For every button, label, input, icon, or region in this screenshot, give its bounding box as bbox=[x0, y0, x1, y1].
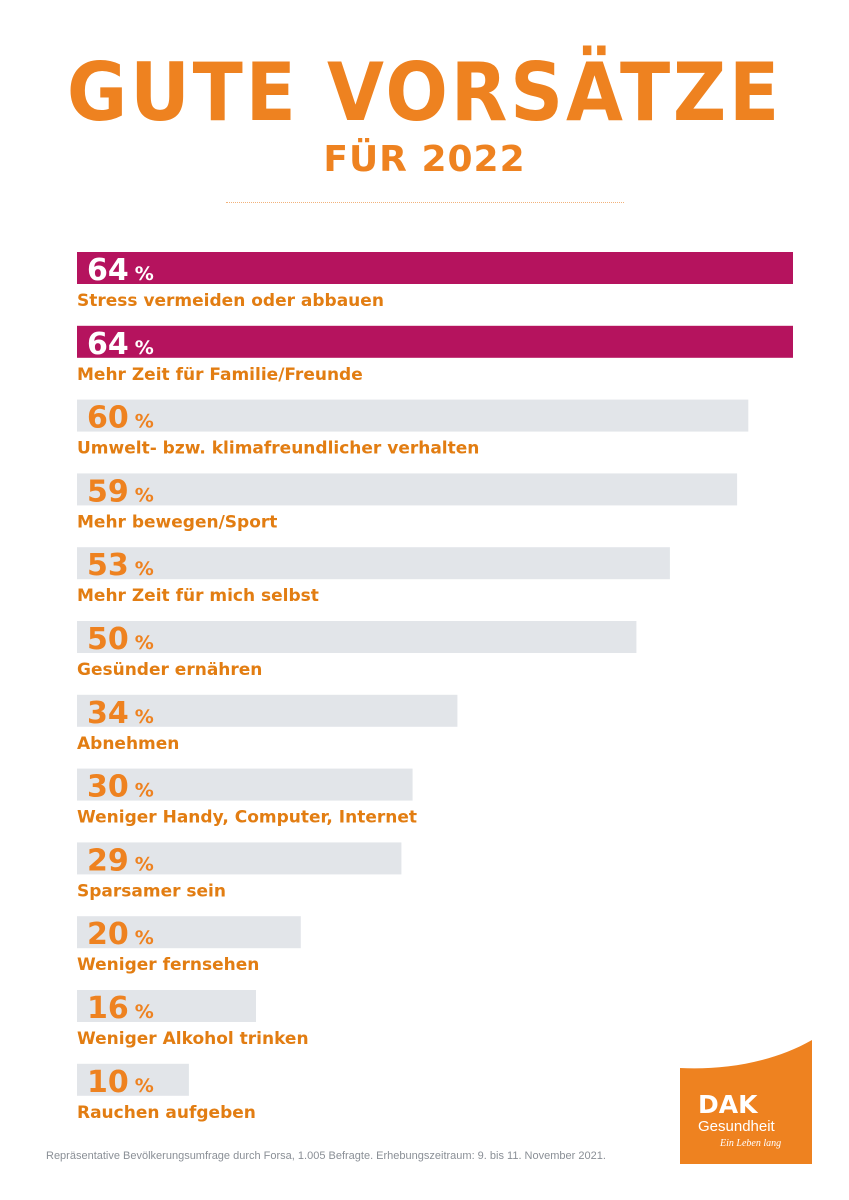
title-divider bbox=[226, 202, 624, 203]
chart-subtitle: FÜR 2022 bbox=[323, 139, 526, 180]
bar-category-label: Mehr Zeit für Familie/Freunde bbox=[77, 365, 363, 385]
source-footnote: Repräsentative Bevölkerungsumfrage durch… bbox=[46, 1150, 606, 1162]
bar bbox=[77, 768, 413, 801]
logo-brand: DAK bbox=[698, 1090, 758, 1119]
bar-category-label: Mehr Zeit für mich selbst bbox=[77, 586, 319, 606]
bar bbox=[77, 252, 793, 284]
bar bbox=[77, 694, 458, 727]
bar bbox=[77, 1063, 189, 1096]
bar-value-label: 16% bbox=[87, 991, 154, 1026]
chart-title: GUTE VORSÄTZE bbox=[66, 46, 783, 139]
bar bbox=[77, 621, 637, 653]
bar bbox=[77, 547, 670, 580]
bar-value-label: 10% bbox=[87, 1065, 154, 1100]
dak-logo: DAK Gesundheit Ein Leben lang bbox=[680, 1040, 812, 1164]
bar-category-label: Gesünder ernähren bbox=[77, 660, 262, 680]
bar-value-label: 20% bbox=[87, 917, 154, 952]
bar-value-label: 60% bbox=[87, 401, 154, 436]
bar bbox=[77, 990, 256, 1022]
bar bbox=[77, 842, 402, 875]
bar-category-label: Weniger Alkohol trinken bbox=[77, 1029, 309, 1049]
bar-value-label: 29% bbox=[87, 843, 154, 878]
bar-category-label: Umwelt- bzw. klimafreundlicher verhalten bbox=[77, 439, 479, 459]
bar-category-label: Stress vermeiden oder abbauen bbox=[77, 291, 384, 311]
bar bbox=[77, 473, 738, 506]
bar-category-label: Rauchen aufgeben bbox=[77, 1103, 256, 1123]
bar-category-label: Mehr bewegen/Sport bbox=[77, 512, 277, 532]
bar-value-label: 64% bbox=[87, 327, 154, 362]
bar bbox=[77, 399, 749, 432]
logo-slogan: Ein Leben lang bbox=[720, 1138, 782, 1149]
bar-value-label: 30% bbox=[87, 770, 154, 805]
logo-background-shape bbox=[680, 1040, 812, 1164]
bar bbox=[77, 325, 793, 358]
bar-value-label: 50% bbox=[87, 622, 154, 657]
bar-category-label: Abnehmen bbox=[77, 734, 179, 754]
bar-value-label: 53% bbox=[87, 548, 154, 583]
bar-category-label: Weniger Handy, Computer, Internet bbox=[77, 808, 417, 828]
bar-category-label: Weniger fernsehen bbox=[77, 955, 259, 975]
bar-value-label: 64% bbox=[87, 253, 154, 288]
bar-chart: 64 % Stress vermeiden oder abbauen 64 % Mehr … bbox=[77, 252, 793, 1123]
bar bbox=[77, 916, 301, 949]
logo-name: Gesundheit bbox=[698, 1118, 775, 1135]
bar-value-label: 59% bbox=[87, 474, 154, 509]
bar-category-label: Sparsamer sein bbox=[77, 881, 226, 901]
bar-value-label: 34% bbox=[87, 696, 154, 731]
